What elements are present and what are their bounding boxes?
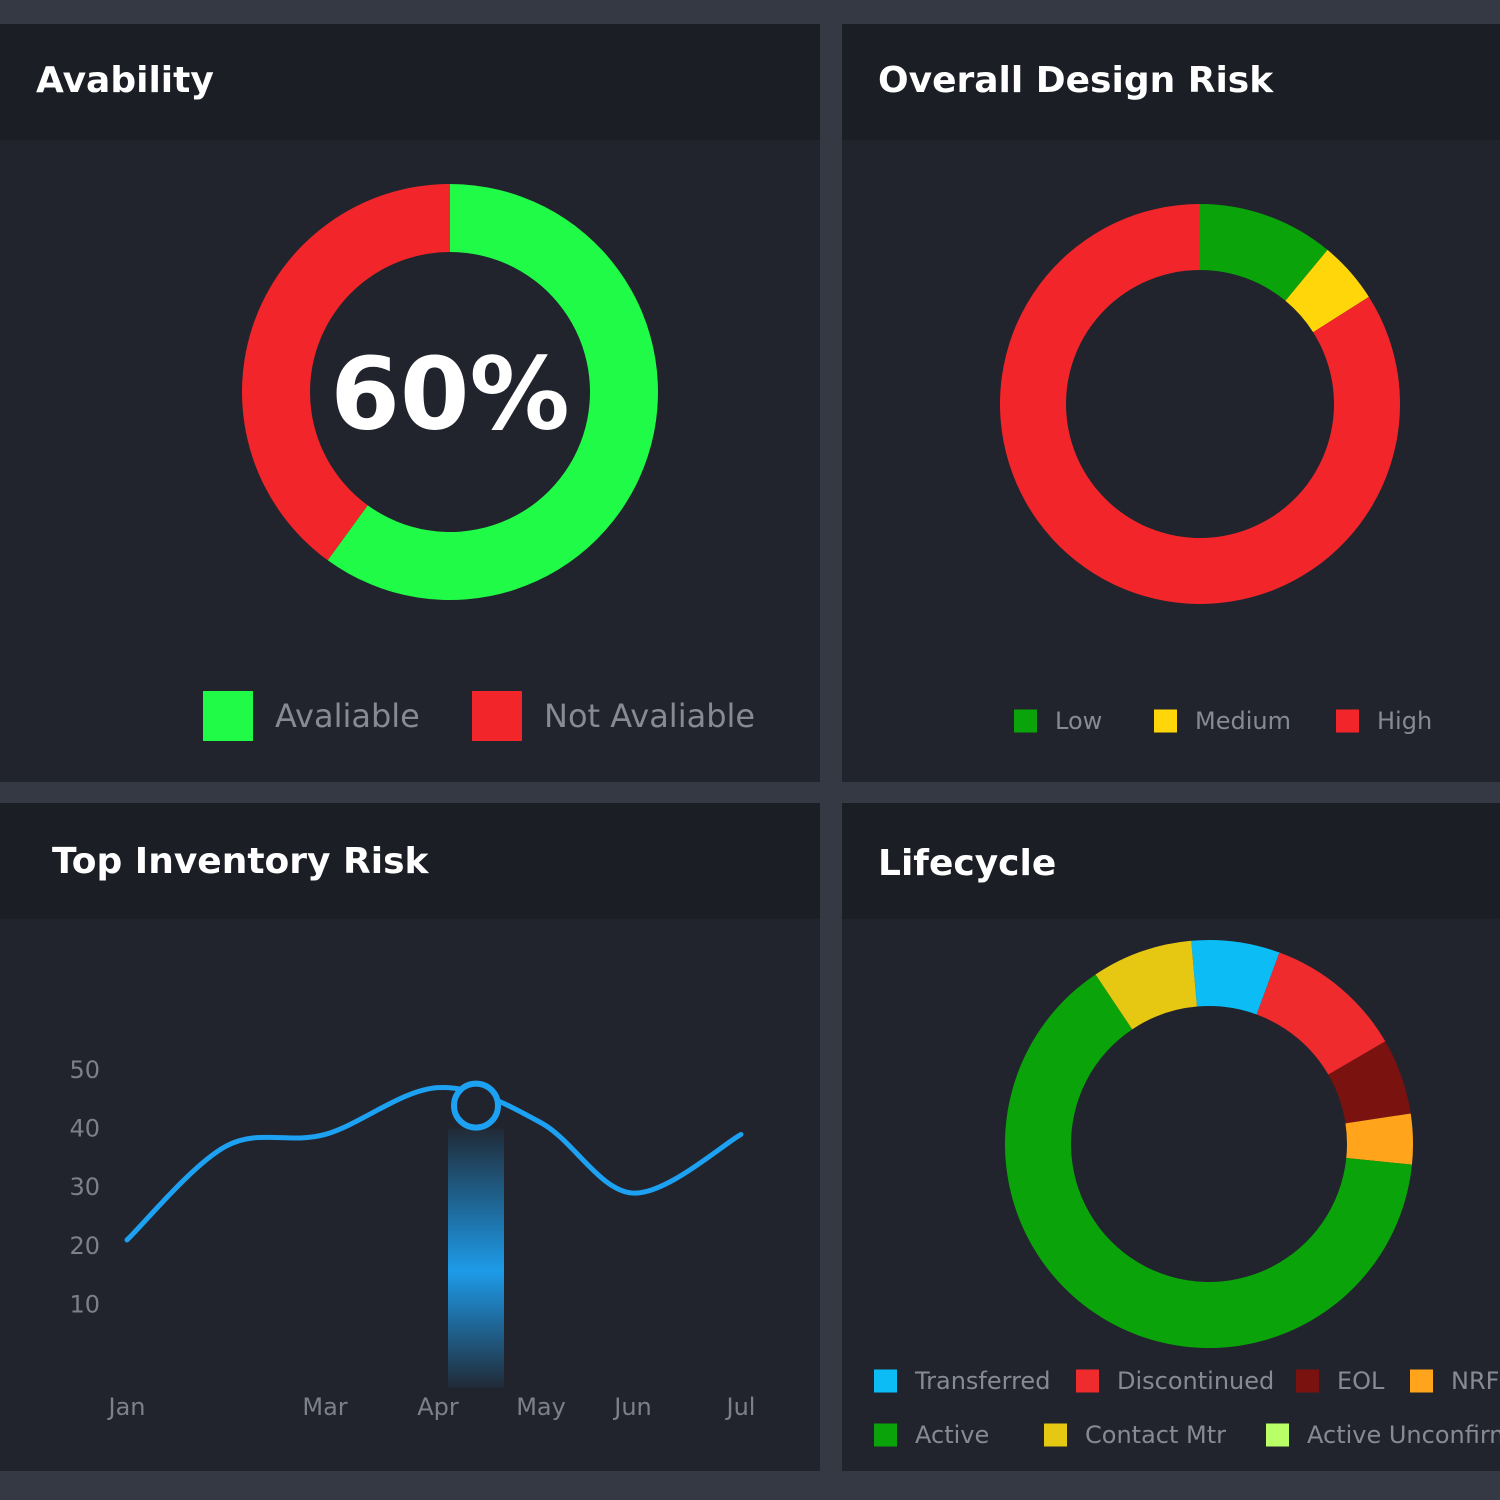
lifecycle-panel: Lifecycle Transferred Discontinued EOL NRF A… [842,803,1500,1471]
availability-panel: Avability 60% Avaliable Not Avaliable [0,24,820,782]
availability-title: Avability [36,60,214,101]
inventory-risk-y-tick-20: 20 [69,1232,100,1260]
availability-legend-label-avaliable: Avaliable [275,697,420,735]
inventory-risk-x-tick-jul: Jul [725,1393,756,1421]
availability-slice-avaliable[interactable] [327,184,658,600]
inventory-risk-y-tick-40: 40 [69,1115,100,1143]
lifecycle-legend-label-active-unconfirm: Active Unconfirm [1307,1421,1500,1449]
lifecycle-legend-swatch-transferred [874,1369,897,1393]
lifecycle-legend-swatch-active-unconfirm [1266,1423,1289,1447]
design-risk-legend-swatch-low [1014,709,1037,733]
design-risk-panel: Overall Design Risk Low Medium High [842,24,1500,782]
design-risk-slice-low[interactable] [1200,204,1328,301]
lifecycle-title: Lifecycle [878,843,1057,884]
design-risk-header: Overall Design Risk [842,24,1500,140]
lifecycle-legend-swatch-nrf [1410,1369,1433,1393]
lifecycle-slice-contact-mtr[interactable] [1095,940,1197,1030]
lifecycle-legend-swatch-discontinued [1076,1369,1099,1393]
inventory-risk-point-jan[interactable] [121,1234,133,1246]
inventory-risk-point-jul[interactable] [735,1128,747,1140]
inventory-risk-title: Top Inventory Risk [52,841,429,882]
design-risk-title: Overall Design Risk [878,60,1274,101]
inventory-risk-chart: 10 20 30 40 50 Jan Mar Apr May Jun Jul [69,1056,756,1421]
inventory-risk-point-feb[interactable] [220,1140,232,1152]
design-risk-legend-label-low: Low [1055,707,1102,735]
inventory-risk-point-mar[interactable] [319,1128,331,1140]
lifecycle-legend-swatch-eol [1296,1369,1319,1393]
inventory-risk-point-jun[interactable] [627,1187,639,1199]
availability-legend-swatch-avaliable [203,691,253,741]
inventory-risk-point-may[interactable] [535,1117,547,1129]
design-risk-chart: Low Medium High [1000,204,1432,735]
inventory-risk-x-tick-mar: Mar [302,1393,347,1421]
inventory-risk-x-tick-jun: Jun [612,1393,652,1421]
design-risk-slice-high[interactable] [1000,204,1400,604]
availability-header: Avability [0,24,820,140]
lifecycle-slice-active[interactable] [1005,974,1412,1348]
inventory-risk-x-tick-apr: Apr [417,1393,459,1421]
lifecycle-slice-transferred[interactable] [1191,940,1280,1015]
availability-chart: 60% Avaliable Not Avaliable [203,184,755,741]
inventory-risk-header: Top Inventory Risk [0,803,820,919]
inventory-risk-x-tick-jan: Jan [107,1393,146,1421]
availability-center-value: 60% [330,336,569,453]
availability-slice-not-avaliable[interactable] [242,184,450,561]
lifecycle-slice-nrf[interactable] [1345,1113,1413,1165]
inventory-risk-y-tick-30: 30 [69,1173,100,1201]
inventory-risk-x-tick-may: May [516,1393,566,1421]
lifecycle-legend-label-nrf: NRF [1451,1367,1499,1395]
lifecycle-header: Lifecycle [842,803,1500,919]
lifecycle-legend-swatch-contact-mtr [1044,1423,1067,1447]
lifecycle-slice-eol[interactable] [1328,1041,1411,1124]
inventory-risk-y-tick-50: 50 [69,1056,100,1084]
inventory-risk-y-tick-10: 10 [69,1290,100,1318]
lifecycle-legend-label-discontinued: Discontinued [1117,1367,1274,1395]
inventory-risk-hover-marker[interactable] [451,1080,501,1131]
lifecycle-legend-swatch-active [874,1423,897,1447]
inventory-risk-highlight-bar [448,1128,504,1388]
inventory-risk-point-apr[interactable] [432,1082,444,1094]
design-risk-legend-label-high: High [1377,707,1432,735]
availability-legend-label-not-avaliable: Not Avaliable [544,697,755,735]
inventory-risk-panel: Top Inventory Risk 10 20 30 40 50 Jan Mar Apr Ma… [0,803,820,1471]
design-risk-legend-swatch-high [1336,709,1359,733]
lifecycle-legend-label-eol: EOL [1337,1367,1385,1395]
lifecycle-legend-label-contact-mtr: Contact Mtr [1085,1421,1226,1449]
lifecycle-chart: Transferred Discontinued EOL NRF Active Conta… [874,940,1500,1449]
design-risk-legend-label-medium: Medium [1195,707,1291,735]
design-risk-legend-swatch-medium [1154,709,1177,733]
lifecycle-legend-label-transferred: Transferred [914,1367,1050,1395]
lifecycle-slice-discontinued[interactable] [1256,952,1386,1075]
lifecycle-legend-label-active: Active [915,1421,989,1449]
inventory-risk-series-line[interactable] [124,1085,744,1243]
availability-legend-swatch-not-avaliable [472,691,522,741]
design-risk-slice-medium[interactable] [1285,249,1369,333]
